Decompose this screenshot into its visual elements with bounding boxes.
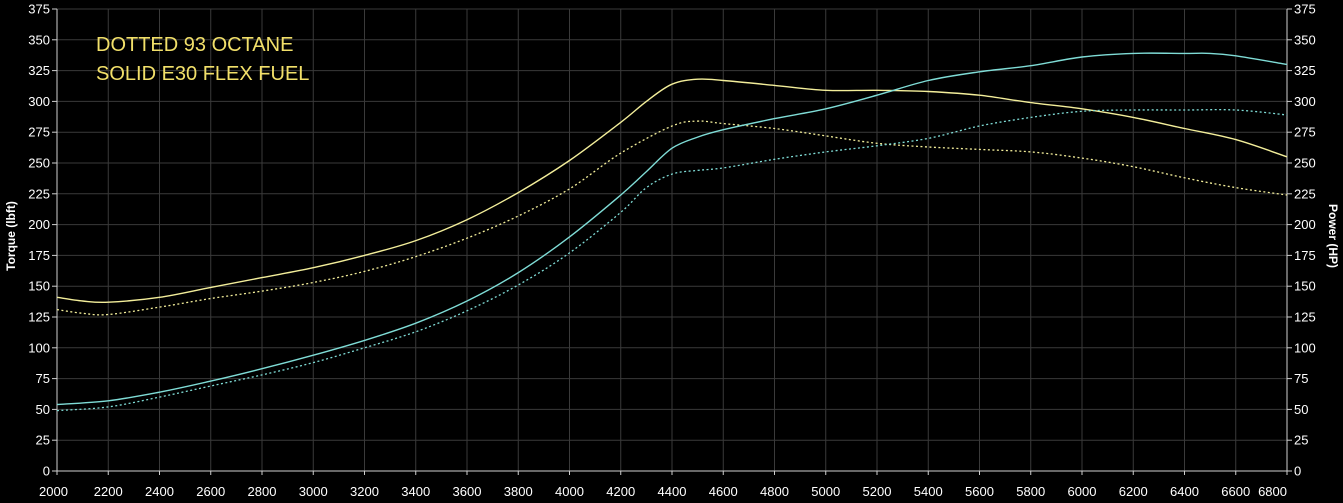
y-tick-label-left: 0 — [43, 464, 50, 479]
series-line-4 — [56, 108, 1288, 412]
annotation-dotted: DOTTED 93 OCTANE — [96, 34, 293, 56]
x-tick-label: 6200 — [1119, 484, 1148, 499]
x-tick-label: 4000 — [555, 484, 584, 499]
y-tick-label-right: 50 — [1294, 402, 1308, 417]
x-tick-label: 6600 — [1221, 484, 1250, 499]
tick-labels: 2000 2200 2400 2600 2800 3000 3200 3400 3600 3800… — [28, 2, 1315, 500]
y-tick-label-right: 175 — [1294, 248, 1316, 263]
x-tick-label: 2000 — [39, 484, 68, 499]
annotation-solid: SOLID E30 FLEX FUEL — [96, 63, 309, 85]
series-line-1 — [56, 78, 1288, 304]
x-tick-label: 4400 — [658, 484, 687, 499]
y-tick-label-left: 225 — [28, 186, 50, 201]
x-tick-label: 5800 — [1016, 484, 1045, 499]
y-tick-label-left: 150 — [28, 279, 50, 294]
x-tick-label: 4600 — [709, 484, 738, 499]
x-tick-label: 5600 — [965, 484, 994, 499]
y-tick-label-left: 25 — [36, 433, 50, 448]
y-tick-label-left: 250 — [28, 156, 50, 171]
y-tick-label-left: 300 — [28, 94, 50, 109]
y-tick-label-left: 200 — [28, 217, 50, 232]
axes — [52, 8, 1292, 475]
grid — [56, 8, 1288, 472]
x-tick-label: 2800 — [248, 484, 277, 499]
y-tick-label-left: 75 — [36, 371, 50, 386]
x-tick-label: 3000 — [299, 484, 328, 499]
series-lines — [56, 52, 1288, 412]
y-axis-label-right: Power (HP) — [1326, 204, 1340, 268]
x-tick-label: 2200 — [94, 484, 123, 499]
x-tick-label: 4800 — [760, 484, 789, 499]
y-tick-label-left: 175 — [28, 248, 50, 263]
y-tick-label-right: 125 — [1294, 310, 1316, 325]
y-tick-label-left: 375 — [28, 2, 50, 17]
x-tick-label: 2400 — [145, 484, 174, 499]
y-tick-label-right: 25 — [1294, 433, 1308, 448]
x-tick-label: 3400 — [401, 484, 430, 499]
y-tick-label-left: 350 — [28, 32, 50, 47]
x-tick-label: 5200 — [863, 484, 892, 499]
y-tick-label-left: 125 — [28, 310, 50, 325]
y-tick-label-right: 0 — [1294, 464, 1301, 479]
y-tick-label-right: 225 — [1294, 186, 1316, 201]
y-tick-label-left: 325 — [28, 63, 50, 78]
series-line-2 — [56, 120, 1288, 316]
x-tick-label: 2600 — [196, 484, 225, 499]
x-tick-label: 3200 — [350, 484, 379, 499]
y-tick-label-left: 100 — [28, 340, 50, 355]
y-tick-label-right: 350 — [1294, 32, 1316, 47]
y-tick-label-right: 300 — [1294, 94, 1316, 109]
y-tick-label-right: 250 — [1294, 156, 1316, 171]
x-tick-label: 5400 — [914, 484, 943, 499]
y-tick-label-right: 150 — [1294, 279, 1316, 294]
x-tick-label: 6400 — [1170, 484, 1199, 499]
x-tick-label: 6800 — [1258, 484, 1287, 499]
y-tick-label-right: 375 — [1294, 2, 1316, 17]
x-tick-label: 3800 — [504, 484, 533, 499]
y-tick-label-right: 100 — [1294, 340, 1316, 355]
y-tick-label-right: 275 — [1294, 125, 1316, 140]
y-tick-label-left: 50 — [36, 402, 50, 417]
x-tick-label: 5000 — [811, 484, 840, 499]
x-tick-label: 6000 — [1068, 484, 1097, 499]
x-tick-label: 4200 — [606, 484, 635, 499]
y-tick-label-left: 275 — [28, 125, 50, 140]
y-axis-label-left: Torque (lbft) — [4, 201, 18, 271]
y-tick-label-right: 75 — [1294, 371, 1308, 386]
y-tick-label-right: 200 — [1294, 217, 1316, 232]
x-tick-label: 3600 — [453, 484, 482, 499]
series-line-3 — [56, 52, 1288, 406]
y-tick-label-right: 325 — [1294, 63, 1316, 78]
